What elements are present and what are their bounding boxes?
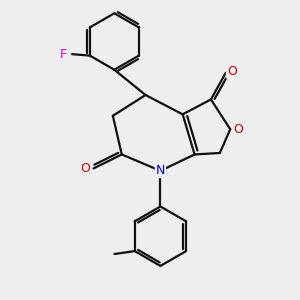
Text: N: N — [156, 164, 165, 177]
Text: O: O — [80, 162, 90, 175]
Text: O: O — [234, 123, 244, 136]
Text: F: F — [60, 48, 67, 61]
Text: O: O — [227, 65, 237, 78]
